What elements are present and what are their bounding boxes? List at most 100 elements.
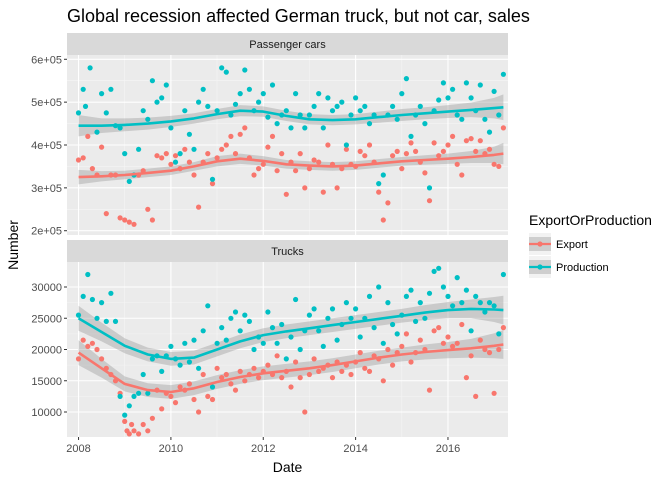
data-point-production xyxy=(112,318,119,324)
data-point-export xyxy=(122,418,128,424)
data-point-export xyxy=(205,151,211,157)
data-point-production xyxy=(297,346,303,353)
data-point-production xyxy=(209,384,216,390)
smooth-line-production xyxy=(77,307,504,361)
data-point-production xyxy=(417,103,423,109)
data-point-production xyxy=(293,296,299,303)
data-point-export xyxy=(214,155,220,161)
data-point-export xyxy=(159,406,165,412)
data-point-production xyxy=(408,287,414,293)
x-tick-label: 2008 xyxy=(66,443,90,455)
data-point-export xyxy=(445,142,451,148)
points-trucks xyxy=(75,265,506,437)
data-point-production xyxy=(311,306,317,312)
smooth-line-export xyxy=(78,152,504,179)
data-point-export xyxy=(269,133,276,139)
data-point-export xyxy=(329,375,336,381)
data-point-export xyxy=(228,133,234,139)
data-point-production xyxy=(454,112,460,118)
confidence-band-export xyxy=(78,330,504,399)
data-point-production xyxy=(182,340,188,346)
data-point-production xyxy=(75,312,82,318)
data-point-production xyxy=(196,365,202,371)
data-point-export xyxy=(413,148,419,154)
data-point-export xyxy=(477,138,483,144)
data-point-production xyxy=(426,290,433,296)
data-point-production xyxy=(214,108,220,114)
y-ticks-passenger-cars: 2e+05 3e+05 4e+05 5e+05 6e+05 xyxy=(31,54,67,238)
data-point-export xyxy=(172,400,179,406)
data-point-production xyxy=(228,315,234,321)
data-point-production xyxy=(219,325,225,331)
data-point-production xyxy=(316,328,322,334)
data-point-export xyxy=(339,368,345,374)
grid-major-passenger-cars xyxy=(67,55,508,235)
data-point-production xyxy=(191,146,197,152)
smooth-lines-trucks xyxy=(77,307,504,394)
legend-key-point-export xyxy=(537,241,543,247)
legend-title: ExportOrProduction xyxy=(529,212,652,228)
data-point-export xyxy=(223,371,229,378)
data-point-production xyxy=(145,116,151,122)
data-point-production xyxy=(473,293,479,299)
data-point-export xyxy=(237,131,243,137)
data-point-export xyxy=(357,148,363,154)
data-point-production xyxy=(482,116,488,122)
data-point-production xyxy=(274,121,280,127)
data-point-export xyxy=(219,375,225,381)
data-point-production xyxy=(108,290,114,296)
data-point-export xyxy=(399,166,405,172)
data-point-export xyxy=(85,343,91,349)
data-point-production xyxy=(468,328,474,334)
strip-trucks xyxy=(67,240,508,262)
data-point-production xyxy=(159,95,165,101)
data-point-production xyxy=(126,178,132,184)
data-point-production xyxy=(491,88,497,94)
data-point-production xyxy=(293,91,299,97)
y-tick-label: 15000 xyxy=(31,376,62,388)
data-point-production xyxy=(440,80,446,86)
data-point-export xyxy=(297,375,303,381)
data-point-production xyxy=(117,125,123,131)
data-point-export xyxy=(186,159,192,165)
data-point-production xyxy=(380,340,386,346)
data-point-production xyxy=(154,99,160,105)
data-point-export xyxy=(228,381,234,387)
data-point-production xyxy=(325,95,331,101)
data-point-production xyxy=(140,371,146,378)
data-point-production xyxy=(260,340,266,346)
data-point-export xyxy=(219,146,225,152)
data-point-production xyxy=(145,390,151,396)
x-tick-label: 2016 xyxy=(436,443,460,455)
data-point-production xyxy=(99,91,105,97)
data-point-production xyxy=(468,95,474,101)
data-point-production xyxy=(80,86,86,92)
data-point-export xyxy=(408,359,414,365)
x-axis-ticks: 2008 2010 2012 2014 2016 xyxy=(66,437,460,455)
data-point-export xyxy=(256,166,262,172)
data-point-export xyxy=(168,393,174,399)
data-point-export xyxy=(149,415,155,421)
data-point-export xyxy=(385,346,391,353)
data-point-export xyxy=(491,161,497,167)
smooth-lines-passenger-cars xyxy=(78,106,504,179)
data-point-production xyxy=(302,125,308,131)
data-point-export xyxy=(80,155,86,161)
data-point-production xyxy=(496,331,502,337)
data-point-production xyxy=(94,315,100,321)
data-point-export xyxy=(256,375,262,381)
chart-title: Global recession affected German truck, … xyxy=(67,6,530,26)
data-point-export xyxy=(468,136,474,142)
data-point-export xyxy=(486,146,493,152)
data-point-production xyxy=(403,293,409,299)
data-point-export xyxy=(131,428,137,434)
data-point-export xyxy=(242,125,248,131)
strip-passenger-cars xyxy=(67,33,508,55)
data-point-production xyxy=(348,315,354,321)
data-point-export xyxy=(302,185,308,191)
data-point-production xyxy=(126,403,132,409)
data-point-production xyxy=(131,393,137,399)
data-point-export xyxy=(366,368,373,374)
data-point-export xyxy=(408,140,414,146)
data-point-export xyxy=(311,157,317,163)
